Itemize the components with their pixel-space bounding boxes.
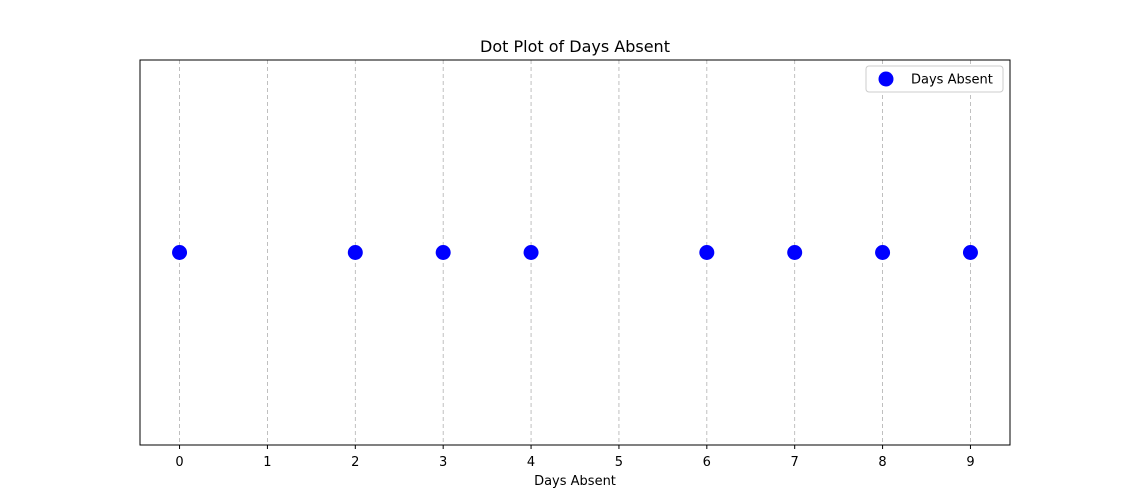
x-tick-label-9: 9 [966, 455, 974, 470]
points-layer [172, 245, 978, 260]
data-point-9 [962, 245, 978, 260]
data-point-2 [347, 245, 363, 260]
x-tick-label-5: 5 [615, 455, 623, 470]
x-tick-label-6: 6 [703, 455, 711, 470]
x-tick-label-2: 2 [351, 455, 359, 470]
data-point-8 [875, 245, 891, 260]
chart-title: Dot Plot of Days Absent [480, 37, 670, 56]
plot-frame [139, 59, 1011, 446]
data-point-0 [172, 245, 188, 260]
x-axis-label: Days Absent [534, 474, 616, 489]
legend-label: Days Absent [911, 73, 993, 88]
x-tick-label-0: 0 [175, 455, 183, 470]
x-ticks-layer: 0 1 2 3 4 5 6 7 8 9 [175, 445, 975, 470]
x-tick-label-1: 1 [263, 455, 271, 470]
legend-marker [878, 71, 894, 87]
data-point-4 [523, 245, 539, 260]
data-point-7 [787, 245, 803, 260]
x-tick-label-7: 7 [791, 455, 799, 470]
legend-box [865, 65, 1004, 93]
data-point-6 [699, 245, 715, 260]
data-point-3 [435, 245, 451, 260]
x-tick-label-3: 3 [439, 455, 447, 470]
legend: Days Absent [865, 65, 1004, 93]
x-tick-label-4: 4 [527, 455, 535, 470]
x-tick-label-8: 8 [878, 455, 886, 470]
